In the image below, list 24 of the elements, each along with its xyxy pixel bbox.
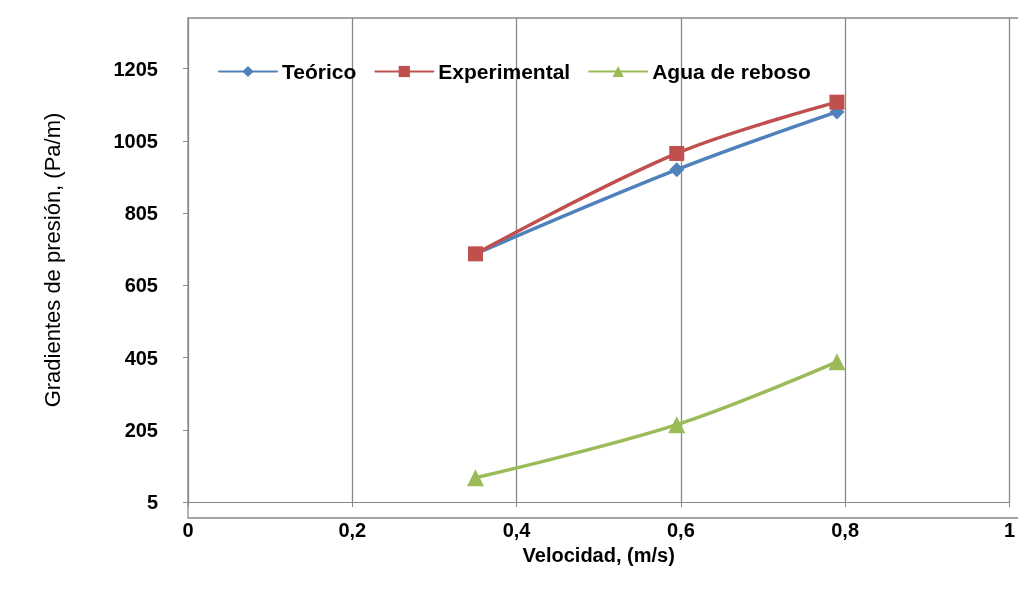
y-tick-label: 1005: [113, 129, 158, 152]
legend-label: Agua de reboso: [652, 60, 811, 83]
point: [669, 162, 685, 178]
point: [829, 94, 845, 110]
x-tick-label: 0,4: [502, 519, 532, 541]
x-axis-title: Velocidad, (m/s): [522, 543, 675, 566]
y-tick-label: 605: [124, 274, 158, 297]
y-tick-label: 5: [146, 491, 158, 513]
point: [828, 353, 846, 371]
y-tick-label: 1205: [113, 57, 158, 80]
point: [669, 145, 685, 161]
x-tick-label: 0,2: [338, 519, 367, 541]
y-tick-label: 405: [124, 346, 158, 369]
point: [467, 469, 484, 487]
y-axis-title: Gradientes de presión, (Pa/m): [39, 112, 65, 408]
x-tick-label: 0: [182, 519, 194, 541]
legend-label: Teórico: [282, 60, 357, 83]
x-tick-label: 0,6: [666, 519, 695, 541]
x-tick-label: 0,8: [831, 519, 860, 541]
point: [668, 416, 686, 434]
y-tick-label: 805: [124, 202, 158, 225]
legend-label: Experimental: [438, 60, 571, 83]
y-tick-label: 205: [124, 418, 158, 441]
x-tick-label: 1: [1003, 519, 1015, 541]
